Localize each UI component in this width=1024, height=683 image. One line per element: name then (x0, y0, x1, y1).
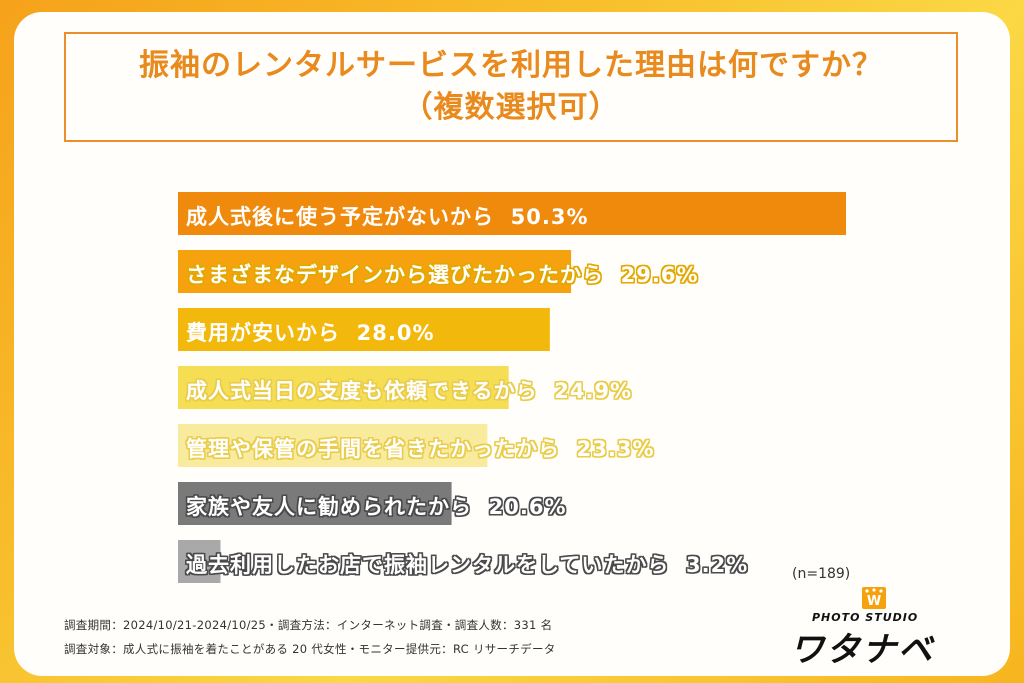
logo-wordmark: ワタナベ (790, 630, 934, 670)
bar-value-label-4: 23.3% (576, 437, 655, 461)
bar-label-6: 過去利用したお店で振袖レンタルをしていたから 3.2% (186, 549, 748, 579)
bar-category-3: 成人式当日の支度も依頼できるから (186, 379, 538, 403)
bar-label-2: 費用が安いから 28.0% (186, 317, 434, 347)
bar-value-label-5: 20.6% (488, 495, 567, 519)
survey-target-note: 調査対象：成人式に振袖を着たことがある 20 代女性・モニター提供元：RC リサ… (64, 642, 556, 656)
bar-value-label-1: 29.6% (620, 263, 699, 287)
bar-label-0: 成人式後に使う予定がないから 50.3% (186, 201, 588, 231)
survey-period-note: 調査期間：2024/10/21-2024/10/25・調査方法：インターネット調… (64, 618, 553, 632)
bar-6 (178, 540, 221, 583)
chart-subtitle: （複数選択可） (402, 90, 620, 125)
logo-crown-icon: W (862, 587, 886, 609)
bar-category-5: 家族や友人に勧められたから (186, 495, 472, 519)
bar-label-1: さまざまなデザインから選びたかったから 29.6% (186, 259, 698, 289)
bar-value-label-2: 28.0% (356, 321, 435, 345)
bar-category-2: 費用が安いから (186, 321, 340, 345)
bar-value-label-6: 3.2% (686, 553, 749, 577)
bar-label-3: 成人式当日の支度も依頼できるから 24.9% (186, 375, 632, 405)
chart-title-box: 振袖のレンタルサービスを利用した理由は何ですか？ （複数選択可） (64, 32, 958, 142)
sample-size-note: (n=189) (792, 566, 851, 582)
bar-0 (178, 192, 846, 235)
bar-2 (178, 308, 550, 351)
bar-category-0: 成人式後に使う予定がないから (186, 205, 494, 229)
bar-value-label-0: 50.3% (510, 205, 589, 229)
bar-category-1: さまざまなデザインから選びたかったから (186, 263, 604, 287)
bar-category-6: 過去利用したお店で振袖レンタルをしていたから (186, 553, 670, 577)
bar-1 (178, 250, 572, 293)
chart-title: 振袖のレンタルサービスを利用した理由は何ですか？ (139, 48, 883, 83)
bar-category-4: 管理や保管の手間を省きたかったから (186, 437, 560, 461)
logo-subtitle: PHOTO STUDIO (812, 611, 919, 624)
bar-4 (178, 424, 488, 467)
bar-3 (178, 366, 509, 409)
bar-value-label-3: 24.9% (554, 379, 633, 403)
logo-mark-letter: W (867, 594, 881, 609)
bar-5 (178, 482, 452, 525)
bar-label-4: 管理や保管の手間を省きたかったから 23.3% (186, 433, 654, 463)
bar-label-5: 家族や友人に勧められたから 20.6% (186, 491, 566, 521)
